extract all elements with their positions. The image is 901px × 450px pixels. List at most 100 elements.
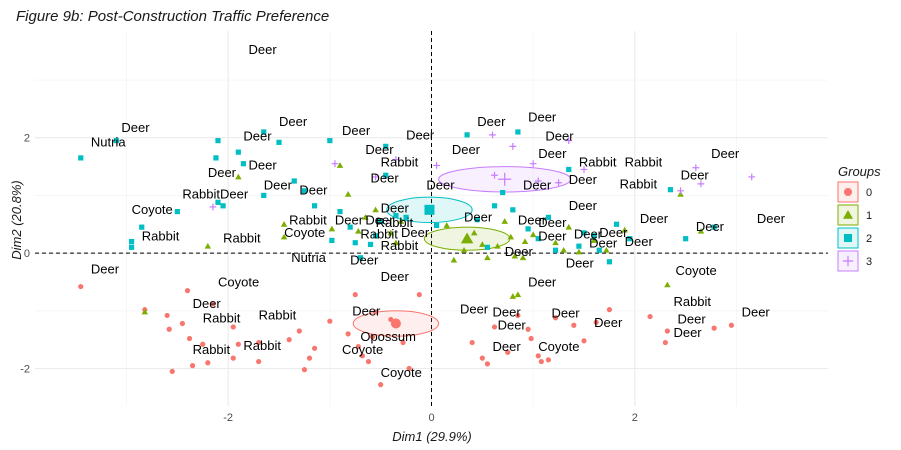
chart-title: Figure 9b: Post-Construction Traffic Pre… xyxy=(16,8,329,25)
point-label: Rabbit xyxy=(193,342,231,357)
point-group-2 xyxy=(128,238,135,245)
point-label: Deer xyxy=(381,269,410,284)
point-group-1 xyxy=(521,238,529,245)
point-group-2 xyxy=(525,226,531,232)
point-group-0 xyxy=(369,334,376,340)
legend-symbol-1 xyxy=(843,210,853,219)
point-group-2 xyxy=(128,244,135,250)
point-group-2 xyxy=(352,240,358,246)
point-label: Rabbit xyxy=(625,155,663,170)
point-group-2 xyxy=(261,192,267,199)
point-group-3 xyxy=(489,131,496,139)
point-label: Coyote xyxy=(381,365,422,380)
point-group-1 xyxy=(141,308,149,315)
point-group-2 xyxy=(347,224,353,230)
point-label: Deer xyxy=(91,261,120,276)
axis-ticks: -2 0 2 -2 0 2 xyxy=(20,133,638,424)
point-group-1 xyxy=(552,239,559,246)
point-group-0 xyxy=(647,313,653,320)
point-group-0 xyxy=(186,335,193,342)
point-label: Deer xyxy=(640,211,669,226)
point-group-0 xyxy=(256,358,262,365)
point-group-0 xyxy=(545,357,552,363)
point-label: Deer xyxy=(711,146,740,161)
point-group-1 xyxy=(443,222,450,228)
point-group-0 xyxy=(662,339,668,346)
point-group-0 xyxy=(538,358,544,365)
point-label: Deer xyxy=(538,228,567,243)
point-group-3 xyxy=(509,143,517,150)
point-group-2 xyxy=(291,178,297,184)
point-label: Rabbit xyxy=(620,177,658,192)
point-group-0 xyxy=(491,324,498,330)
point-label: Deer xyxy=(518,212,547,227)
point-group-0 xyxy=(286,337,292,343)
point-group-1 xyxy=(479,241,486,247)
point-label: Deer xyxy=(299,182,328,197)
point-group-3 xyxy=(392,156,400,164)
point-label: Deer xyxy=(625,234,654,249)
point-group-2 xyxy=(500,189,506,196)
point-label: Deer xyxy=(757,211,786,226)
point-group-2 xyxy=(591,233,597,239)
point-group-2 xyxy=(393,213,399,219)
point-label: Rabbit xyxy=(259,307,297,322)
point-label: Deer xyxy=(528,110,557,125)
point-group-0 xyxy=(484,361,491,367)
y-axis-label: Dim2 (20.8%) xyxy=(9,180,24,259)
point-label: Nutria xyxy=(91,134,126,149)
point-group-1 xyxy=(372,206,379,213)
point-group-2 xyxy=(535,236,541,242)
point-group-1 xyxy=(664,281,671,288)
point-group-2 xyxy=(372,233,379,239)
point-label: Deer xyxy=(406,127,435,142)
point-group-1 xyxy=(494,242,501,249)
point-label: Deer xyxy=(538,146,567,161)
point-label: Deer xyxy=(193,296,222,311)
point-label: Deer xyxy=(569,172,598,187)
point-group-2 xyxy=(113,138,119,144)
point-group-0 xyxy=(593,319,599,325)
legend-symbol-2 xyxy=(844,234,852,242)
point-group-0 xyxy=(345,331,351,337)
point-group-2 xyxy=(383,172,389,178)
y-tick-label: 2 xyxy=(24,133,30,145)
point-label: Deer xyxy=(574,227,603,242)
point-label: Deer xyxy=(742,305,771,320)
point-group-1 xyxy=(460,246,468,253)
point-group-0 xyxy=(169,368,175,374)
point-label: Deer xyxy=(335,212,364,227)
point-group-3 xyxy=(331,160,339,168)
point-label: Deer xyxy=(401,225,430,240)
point-label: Opossum xyxy=(360,329,416,344)
point-group-1 xyxy=(514,291,522,298)
point-group-0 xyxy=(400,339,406,346)
point-label: Nutria xyxy=(291,250,326,265)
point-group-0 xyxy=(535,353,541,359)
point-group-1 xyxy=(392,239,400,246)
point-label: Deer xyxy=(538,215,567,230)
point-group-1 xyxy=(397,218,405,224)
point-group-0 xyxy=(205,360,211,366)
point-group-1 xyxy=(470,229,478,236)
point-label: Deer xyxy=(696,219,725,234)
point-label: Deer xyxy=(352,303,381,318)
point-label: Deer xyxy=(673,325,702,340)
point-group-0 xyxy=(606,307,613,313)
point-label: Rabbit xyxy=(376,215,414,230)
point-group-2 xyxy=(301,188,308,194)
point-label: Deer xyxy=(498,317,527,332)
centroid-group-3 xyxy=(498,172,512,186)
point-label: Deer xyxy=(460,302,489,317)
point-label: Coyote xyxy=(342,342,383,357)
point-group-0 xyxy=(378,382,384,388)
point-label: Deer xyxy=(493,339,522,354)
point-label: Coyote xyxy=(218,275,259,290)
point-label: Coyote xyxy=(284,225,325,240)
point-group-0 xyxy=(406,365,412,372)
point-group-0 xyxy=(230,355,236,361)
point-group-2 xyxy=(337,208,343,215)
point-group-1 xyxy=(511,252,519,259)
point-label: Deer xyxy=(464,209,493,224)
point-group-2 xyxy=(220,203,226,209)
